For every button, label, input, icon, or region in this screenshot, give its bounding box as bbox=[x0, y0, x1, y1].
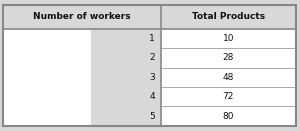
Text: 2: 2 bbox=[149, 53, 155, 62]
Bar bbox=[3, 29, 92, 126]
Text: 48: 48 bbox=[223, 73, 234, 82]
Text: 5: 5 bbox=[149, 112, 155, 121]
Text: 28: 28 bbox=[223, 53, 234, 62]
Text: 4: 4 bbox=[149, 92, 155, 101]
Text: 10: 10 bbox=[223, 34, 234, 43]
Bar bbox=[161, 29, 296, 126]
Text: 3: 3 bbox=[149, 73, 155, 82]
Text: 1: 1 bbox=[149, 34, 155, 43]
Text: 72: 72 bbox=[223, 92, 234, 101]
Text: Number of workers: Number of workers bbox=[33, 12, 131, 21]
Text: 80: 80 bbox=[223, 112, 234, 121]
Text: Total Products: Total Products bbox=[192, 12, 265, 21]
